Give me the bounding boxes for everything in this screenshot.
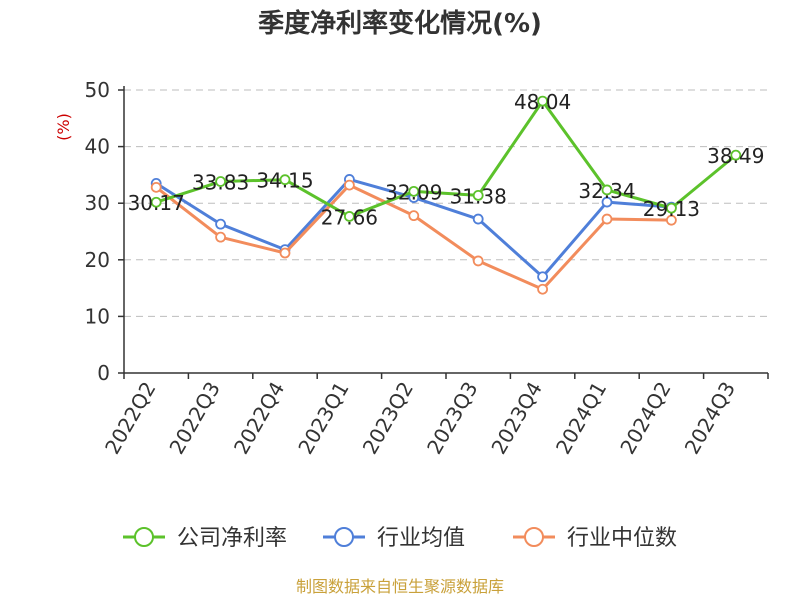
series-0 (150, 95, 742, 222)
y-tick-label: 30 (85, 191, 110, 215)
data-label: 31.38 (450, 184, 507, 208)
x-tick-label: 2023Q3 (422, 378, 482, 459)
data-point (472, 189, 484, 201)
data-label: 30.17 (128, 191, 185, 215)
legend-swatch-marker (334, 527, 354, 547)
data-point (730, 149, 742, 161)
data-label: 48.04 (514, 90, 571, 114)
data-point (537, 271, 548, 283)
y-axis-unit: (%) (54, 113, 73, 141)
data-point (150, 196, 162, 208)
y-tick-label: 40 (85, 135, 110, 159)
x-tick-label: 2023Q2 (358, 378, 418, 459)
data-point (472, 213, 484, 225)
data-labels: 30.17 33.83 34.15 27.66 32.09 31.38 48.04 32.34… (128, 90, 765, 229)
data-label: 29.13 (643, 197, 700, 221)
data-point (537, 283, 548, 295)
data-point (601, 196, 613, 208)
x-tick-label: 2024Q2 (615, 378, 675, 459)
data-label: 38.49 (707, 144, 764, 168)
legend-item: 行业中位数 (513, 526, 677, 551)
data-point (343, 211, 355, 222)
series-lines (150, 95, 742, 295)
data-label: 27.66 (321, 205, 378, 229)
data-point (408, 185, 420, 197)
x-tick-label: 2024Q3 (680, 378, 740, 459)
x-tick-label: 2023Q4 (486, 378, 546, 459)
data-point (601, 213, 613, 225)
y-axis-ticks: 0 10 20 30 40 50 (85, 78, 124, 385)
legend-item: 公司净利率 (123, 526, 287, 551)
legend-label: 行业均值 (377, 526, 465, 551)
data-label: 33.83 (192, 171, 249, 195)
legend-swatch-marker (134, 527, 154, 547)
data-point (215, 176, 227, 187)
x-tick-label: 2024Q1 (551, 378, 611, 459)
chart-title: 季度净利率变化情况(%) (258, 8, 542, 39)
x-tick-label: 2022Q2 (100, 378, 160, 459)
data-label: 32.09 (385, 180, 442, 204)
x-tick-label: 2022Q4 (229, 378, 289, 459)
data-point (215, 218, 227, 230)
data-label: 34.15 (256, 169, 313, 193)
x-axis-ticks: 2022Q2 2022Q3 2022Q4 2023Q1 2023Q2 2023Q3 2023… (100, 373, 769, 459)
legend-label: 行业中位数 (567, 526, 677, 551)
series-line (155, 99, 737, 218)
legend: 公司净利率 行业均值 行业中位数 (123, 526, 677, 551)
x-tick-label: 2022Q3 (164, 378, 224, 459)
series-2 (150, 179, 677, 295)
data-point (601, 184, 613, 196)
data-point (472, 255, 484, 267)
data-point (215, 231, 227, 243)
legend-label: 公司净利率 (177, 526, 287, 551)
legend-item: 行业均值 (323, 526, 465, 551)
data-point (408, 210, 420, 222)
data-point (279, 174, 291, 186)
x-tick-label: 2023Q1 (293, 378, 353, 459)
data-point (666, 202, 677, 214)
data-point (537, 95, 548, 107)
y-tick-label: 0 (97, 361, 110, 385)
source-note: 制图数据来自恒生聚源数据库 (296, 577, 504, 596)
y-tick-label: 20 (85, 248, 110, 272)
legend-swatch-marker (524, 527, 544, 547)
data-point (343, 179, 355, 191)
y-tick-label: 10 (85, 304, 110, 328)
data-point (666, 214, 677, 226)
data-point (279, 247, 291, 259)
data-point (150, 181, 162, 193)
data-label: 32.34 (578, 179, 635, 203)
y-tick-label: 50 (85, 78, 110, 102)
